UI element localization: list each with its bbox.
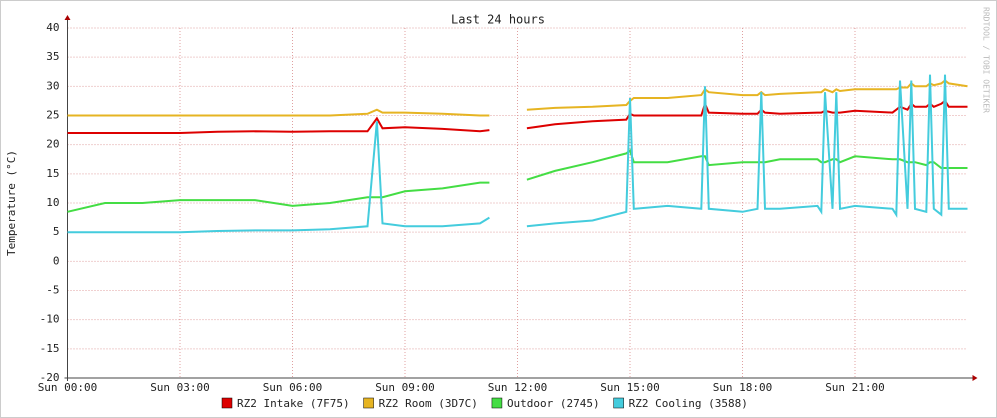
legend-label: RZ2 Room (3D7C) [379, 397, 478, 410]
y-tick-label: 15 [46, 167, 59, 180]
y-tick-label: -15 [40, 342, 60, 355]
series-line [67, 79, 968, 117]
legend-label: Outdoor (2745) [507, 397, 600, 410]
legend-swatch [491, 397, 503, 409]
y-tick-label: 25 [46, 109, 59, 122]
y-tick-label: 0 [53, 254, 60, 267]
x-tick-label: Sun 03:00 [150, 381, 210, 394]
y-tick-label: -10 [40, 313, 60, 326]
y-tick-label: -20 [40, 371, 60, 384]
axis-arrow [972, 375, 978, 381]
x-tick-label: Sun 09:00 [375, 381, 435, 394]
legend-swatch [221, 397, 233, 409]
y-tick-label: 10 [46, 196, 59, 209]
legend-label: RZ2 Cooling (3588) [629, 397, 748, 410]
y-tick-label: -5 [46, 284, 59, 297]
y-axis-label: Temperature (°C) [5, 150, 18, 256]
legend-swatch [363, 397, 374, 409]
y-tick-label: 30 [46, 79, 59, 92]
x-tick-label: Sun 00:00 [38, 381, 98, 394]
legend-label: RZ2 Intake (7F75) [237, 397, 350, 410]
x-tick-label: Sun 18:00 [713, 381, 773, 394]
y-tick-label: 5 [53, 225, 60, 238]
watermark: RRDTOOL / TOBI OETIKER [982, 7, 991, 113]
series-line [67, 74, 968, 234]
x-tick-label: Sun 06:00 [263, 381, 323, 394]
x-tick-label: Sun 12:00 [488, 381, 548, 394]
chart-title: Last 24 hours [451, 13, 545, 27]
legend-swatch [613, 397, 624, 409]
y-tick-label: 40 [46, 21, 59, 34]
axis-arrow [64, 15, 71, 20]
x-tick-label: Sun 15:00 [600, 381, 660, 394]
y-tick-label: 20 [46, 138, 59, 151]
y-tick-label: 35 [46, 50, 59, 63]
x-tick-label: Sun 21:00 [825, 381, 885, 394]
